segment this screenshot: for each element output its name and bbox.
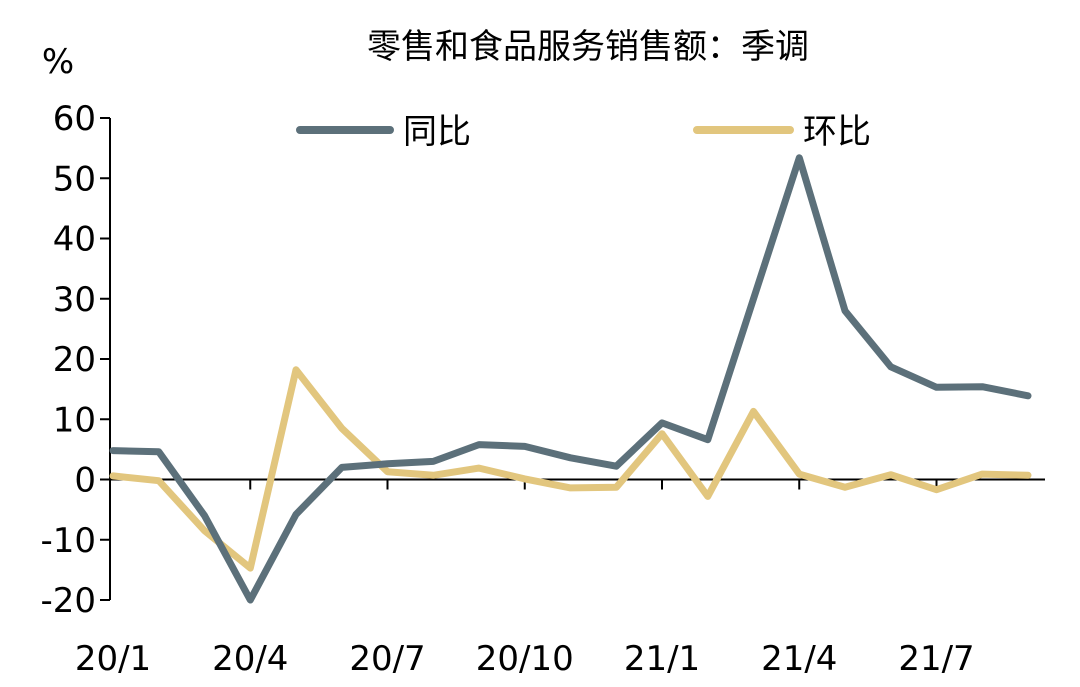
y-tick-label: 10 xyxy=(53,400,96,440)
y-tick-label: 60 xyxy=(53,99,96,139)
x-axis-ticks: 20/1 20/4 20/7 20/10 21/1 21/4 21/7 xyxy=(75,479,975,679)
y-tick-label: 40 xyxy=(53,220,96,260)
x-tick-label: 20/10 xyxy=(476,639,574,679)
x-tick-label: 21/4 xyxy=(761,639,837,679)
x-tick-label: 20/4 xyxy=(212,639,288,679)
series-line-mom xyxy=(109,366,1032,572)
series-lines xyxy=(109,154,1032,604)
chart-title: 零售和食品服务销售额：季调 xyxy=(367,27,809,67)
legend: 同比 环比 xyxy=(296,112,871,152)
y-tick-label: 0 xyxy=(74,461,96,501)
x-tick-label: 21/7 xyxy=(898,639,974,679)
y-tick-label: -20 xyxy=(40,581,96,621)
series-line-yoy xyxy=(109,154,1032,604)
y-tick-label: 20 xyxy=(53,340,96,380)
y-tick-label: -10 xyxy=(40,521,96,561)
y-tick-label: 30 xyxy=(53,280,96,320)
y-tick-label: 50 xyxy=(53,159,96,199)
x-tick-label: 20/1 xyxy=(75,639,151,679)
axes xyxy=(109,118,1045,600)
x-tick-label: 20/7 xyxy=(349,639,425,679)
legend-label-yoy: 同比 xyxy=(403,112,471,152)
y-axis-unit-label: % xyxy=(42,42,74,82)
x-tick-label: 21/1 xyxy=(624,639,700,679)
legend-label-mom: 环比 xyxy=(803,112,871,152)
y-axis-ticks: 60 50 40 30 20 10 0 -10 -20 xyxy=(40,99,110,621)
